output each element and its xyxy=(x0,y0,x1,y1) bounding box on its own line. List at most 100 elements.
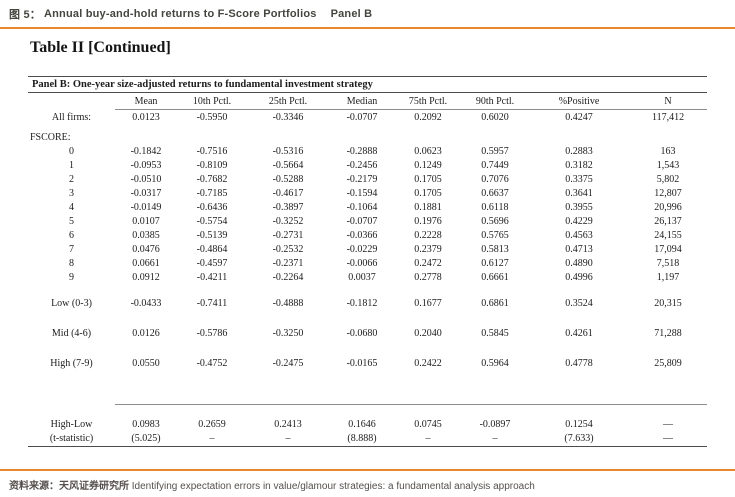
value-cell: 0.3641 xyxy=(565,187,593,199)
value-cell xyxy=(461,131,529,144)
value-cell: 0.0126 xyxy=(132,327,160,339)
table-row: All firms: 0.0123 -0.5950 -0.3346 -0.0707 0.2… xyxy=(28,110,707,126)
value-cell: -0.0897 xyxy=(479,418,511,430)
value-cell: -0.7185 xyxy=(196,187,228,199)
value-cell: -0.5786 xyxy=(196,327,228,339)
value-cell: 0.2422 xyxy=(414,357,442,369)
figure-header: 图 5： Annual buy-and-hold returns to F-Sc… xyxy=(0,0,735,29)
spacer-row xyxy=(28,284,707,296)
value-cell: -0.0707 xyxy=(346,112,378,123)
value-cell: 0.2379 xyxy=(414,243,442,255)
value-cell: -0.5754 xyxy=(196,215,228,227)
value-cell: 0.1254 xyxy=(565,418,593,430)
value-cell: -0.4888 xyxy=(272,297,304,309)
row-label: 9 xyxy=(69,271,74,283)
value-cell: 0.2778 xyxy=(414,271,442,283)
value-cell: -0.4864 xyxy=(196,243,228,255)
value-cell: -0.1812 xyxy=(346,297,378,309)
value-cell: 0.0476 xyxy=(132,243,160,255)
column-header: 10th Pctl. xyxy=(177,92,247,110)
partial-rule-row xyxy=(28,370,708,405)
value-cell xyxy=(329,131,395,144)
value-cell: -0.0165 xyxy=(346,357,378,369)
value-cell xyxy=(395,131,461,144)
value-cell: 0.0107 xyxy=(132,215,160,227)
spacer-row xyxy=(28,405,707,418)
footer: 资料来源：天风证券研究所 Identifying expectation err… xyxy=(0,469,735,492)
value-cell: 0.4563 xyxy=(565,229,593,241)
row-label: 8 xyxy=(69,257,74,269)
value-cell xyxy=(529,131,629,144)
table-title: Table II [Continued] xyxy=(30,39,171,56)
table-row: 0 -0.1842 -0.7516 -0.5316 -0.2888 0.0623 0.595… xyxy=(28,144,707,158)
value-cell: -0.0366 xyxy=(346,229,378,241)
value-cell: 0.3375 xyxy=(565,173,593,185)
figure-number-label: 图 5： xyxy=(9,8,41,21)
value-cell: 0.0745 xyxy=(414,418,442,430)
value-cell: 0.5813 xyxy=(481,243,509,255)
value-cell: 20,996 xyxy=(654,201,682,213)
value-cell: 1,197 xyxy=(656,271,680,283)
value-cell: -0.0707 xyxy=(346,215,378,227)
row-label: 1 xyxy=(69,159,74,171)
column-header: Mean xyxy=(115,92,177,110)
value-cell: -0.5664 xyxy=(272,159,304,171)
value-cell: 0.0385 xyxy=(132,229,160,241)
returns-table: Panel B: One-year size-adjusted returns … xyxy=(28,76,708,447)
partial-rule xyxy=(115,370,708,405)
value-cell: 0.1677 xyxy=(414,297,442,309)
row-label: All firms: xyxy=(51,111,92,123)
panel-caption: Panel B: One-year size-adjusted returns … xyxy=(28,76,708,93)
value-cell: -0.5288 xyxy=(272,173,304,185)
value-cell: 0.0661 xyxy=(132,257,160,269)
value-cell: -0.3346 xyxy=(272,112,304,123)
column-header: %Positive xyxy=(529,92,629,110)
value-cell: 0.6020 xyxy=(481,112,509,123)
table-row: 2 -0.0510 -0.7682 -0.5288 -0.2179 0.1705 0.707… xyxy=(28,172,707,186)
value-cell: 0.7076 xyxy=(481,173,509,185)
table-row: (t-statistic) (5.025) – – (8.888) – – (7.633) — xyxy=(28,431,708,447)
value-cell: -0.0953 xyxy=(130,159,162,171)
row-label: 5 xyxy=(69,215,74,227)
value-cell: 17,094 xyxy=(654,243,682,255)
value-cell: 0.2040 xyxy=(414,327,442,339)
row-label: High-Low xyxy=(50,418,93,430)
value-cell: 117,412 xyxy=(651,112,685,123)
value-cell: -0.5950 xyxy=(196,112,228,123)
value-cell: 26,137 xyxy=(654,215,682,227)
table-row: 7 0.0476 -0.4864 -0.2532 -0.0229 0.2379 0.5813… xyxy=(28,242,707,256)
value-cell: -0.0317 xyxy=(130,187,162,199)
value-cell: 0.4713 xyxy=(565,243,593,255)
value-cell: 25,809 xyxy=(654,357,682,369)
value-cell: 1,543 xyxy=(656,159,680,171)
row-label: 4 xyxy=(69,201,74,213)
value-cell: -0.0149 xyxy=(130,201,162,213)
value-cell: -0.1842 xyxy=(130,145,162,157)
value-cell: -0.0229 xyxy=(346,243,378,255)
value-cell: 0.5964 xyxy=(481,357,509,369)
value-cell: -0.7516 xyxy=(196,145,228,157)
source-label: 资料来源： xyxy=(9,481,59,492)
value-cell: -0.0510 xyxy=(130,173,162,185)
table-row: 5 0.0107 -0.5754 -0.3252 -0.0707 0.1976 0.5696… xyxy=(28,214,707,228)
value-cell: — xyxy=(663,418,673,430)
value-cell: -0.2731 xyxy=(272,229,304,241)
value-cell: -0.2264 xyxy=(272,271,304,283)
value-cell: 0.2883 xyxy=(565,145,593,157)
value-cell: 0.2092 xyxy=(414,112,442,123)
value-cell: 0.1646 xyxy=(348,418,376,430)
table-row: 6 0.0385 -0.5139 -0.2731 -0.0366 0.2228 0.5765… xyxy=(28,228,707,242)
table-row: 8 0.0661 -0.4597 -0.2371 -0.0066 0.2472 0.6127… xyxy=(28,256,707,270)
row-label: Low (0-3) xyxy=(51,297,92,309)
value-cell: 163 xyxy=(660,145,676,157)
row-label: Mid (4-6) xyxy=(51,327,92,339)
value-cell: -0.7411 xyxy=(196,297,228,309)
table-row: Low (0-3) -0.0433 -0.7411 -0.4888 -0.1812 0.1… xyxy=(28,296,707,310)
value-cell: 24,155 xyxy=(654,229,682,241)
value-cell: 0.2659 xyxy=(198,418,226,430)
value-cell: 0.1976 xyxy=(414,215,442,227)
value-cell: 0.1881 xyxy=(414,201,442,213)
spacer-row xyxy=(28,310,707,326)
value-cell: 0.4778 xyxy=(565,357,593,369)
paper-reference: Identifying expectation errors in value/… xyxy=(131,481,535,492)
